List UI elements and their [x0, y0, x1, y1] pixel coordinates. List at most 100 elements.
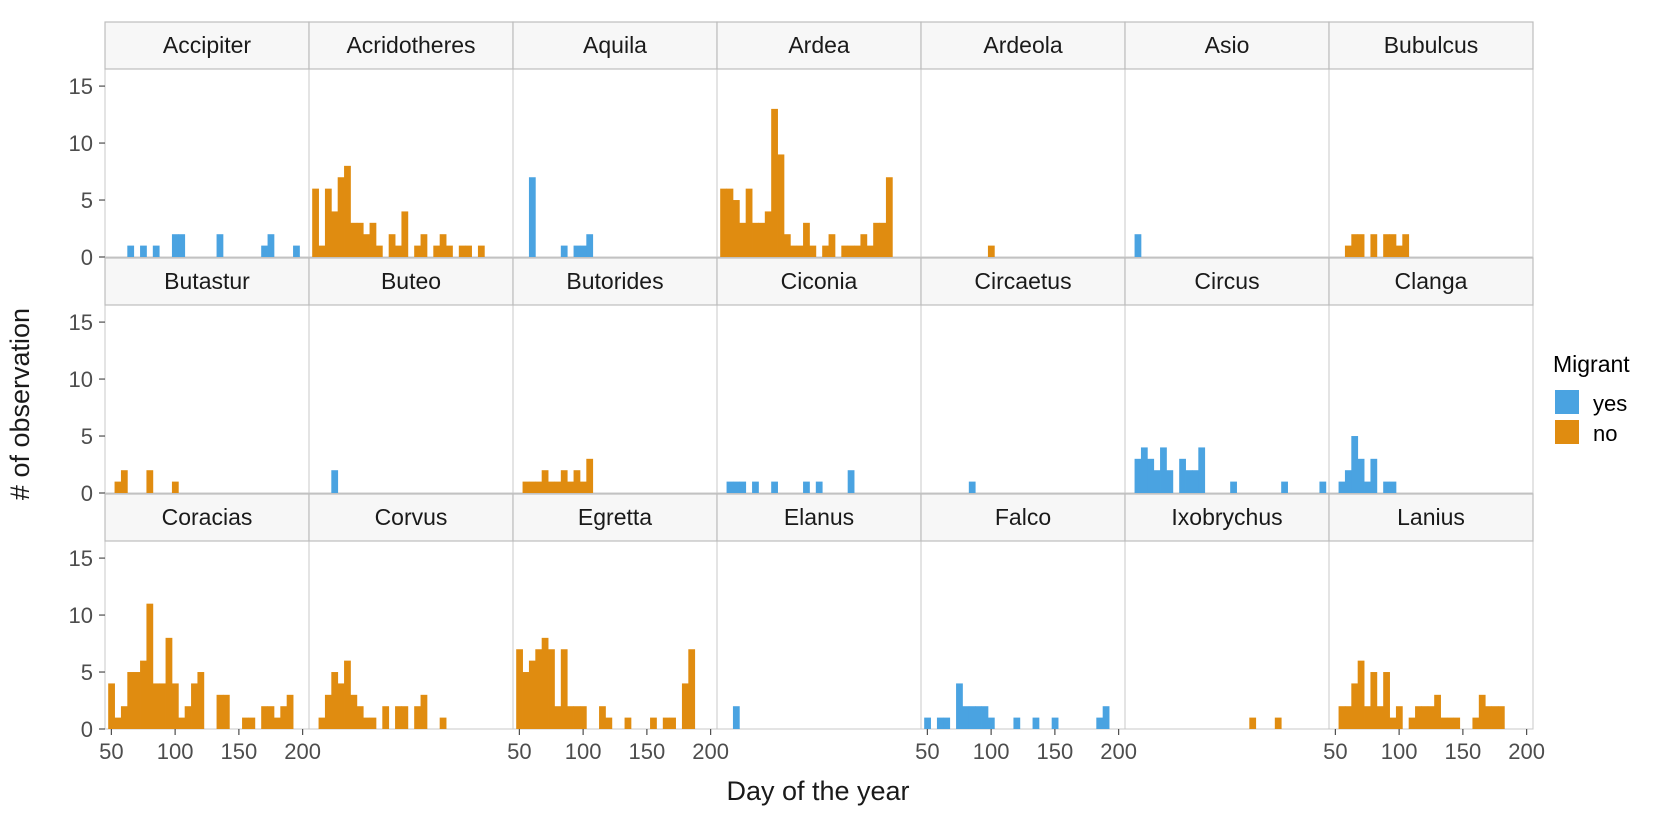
x-tick-label: 200	[1100, 739, 1137, 764]
panel-border	[308, 304, 514, 494]
histogram-bar	[554, 481, 562, 493]
facet-egretta: Egretta	[512, 493, 718, 730]
histogram-bar	[1351, 234, 1359, 257]
facet-butorides: Butorides	[512, 257, 718, 494]
histogram-bar	[337, 177, 345, 257]
facet-ixobrychus: Ixobrychus	[1124, 493, 1330, 730]
panel-border	[920, 304, 1126, 494]
histogram-bar	[732, 200, 740, 257]
facet-strip-label: Lanius	[1397, 504, 1465, 530]
facet-clanga: Clanga	[1328, 257, 1534, 494]
histogram-bar	[968, 706, 976, 729]
histogram-bar	[962, 706, 970, 729]
histogram-bar	[1427, 706, 1435, 729]
facet-strip-label: Egretta	[578, 504, 652, 530]
histogram-bar	[720, 188, 727, 257]
histogram-bar	[847, 470, 855, 493]
facet-ardeola: Ardeola	[920, 21, 1126, 258]
histogram-bar	[1140, 447, 1148, 493]
histogram-bar	[286, 694, 294, 729]
legend-swatch-no	[1555, 420, 1579, 444]
x-tick-label: 100	[157, 739, 194, 764]
histogram-bar	[1344, 470, 1352, 493]
histogram-bar	[152, 683, 160, 729]
histogram-bar	[1434, 694, 1441, 729]
panel-border	[920, 68, 1126, 258]
histogram-bar	[1389, 481, 1397, 493]
histogram-bar	[541, 637, 549, 729]
histogram-bar	[764, 211, 772, 257]
histogram-bar	[1147, 458, 1155, 493]
histogram-bar	[312, 188, 319, 257]
facet-strip-label: Circaetus	[974, 268, 1071, 294]
facet-circaetus: Circaetus	[920, 257, 1126, 494]
histogram-bar	[554, 706, 562, 729]
histogram-bar	[1440, 717, 1448, 729]
legend: Migrant yes no	[1553, 351, 1630, 446]
histogram-bar	[171, 481, 179, 493]
histogram-bar	[516, 649, 523, 729]
facet-strip-label: Circus	[1194, 268, 1259, 294]
histogram-bar	[127, 672, 135, 729]
facet-strip-label: Buteo	[381, 268, 441, 294]
panel-border	[512, 68, 718, 258]
histogram-bar	[120, 470, 128, 493]
histogram-bar	[1230, 481, 1237, 493]
facet-strip	[308, 257, 514, 306]
facet-coracias: Coracias 0 5 10 15	[69, 493, 310, 742]
histogram-bar	[1134, 458, 1142, 493]
histogram-bar	[439, 234, 447, 257]
legend-title: Migrant	[1553, 351, 1630, 377]
histogram-bar	[1198, 447, 1206, 493]
facet-strip	[104, 493, 310, 542]
x-tick-label: 150	[1445, 739, 1482, 764]
x-tick-label: 50	[915, 739, 939, 764]
x-axis-title: Day of the year	[726, 776, 909, 806]
histogram-bar	[783, 234, 791, 257]
histogram-bar	[809, 245, 817, 257]
histogram-bar	[222, 694, 230, 729]
facet-strip-label: Butorides	[566, 268, 663, 294]
x-tick-label: 200	[692, 739, 729, 764]
histogram-bar	[1013, 717, 1021, 729]
histogram-bar	[745, 188, 753, 257]
histogram-bar	[171, 234, 179, 257]
legend-label-yes: yes	[1593, 391, 1627, 416]
histogram-bar	[127, 245, 135, 257]
histogram-bar	[197, 672, 205, 729]
histogram-bar	[1389, 234, 1397, 257]
histogram-bar	[1191, 470, 1199, 493]
y-tick-label: 0	[81, 481, 93, 506]
facet-butastur: Butastur 0 5 10 15	[69, 257, 310, 506]
facet-strip	[716, 257, 922, 306]
y-tick-label: 15	[69, 74, 93, 99]
histogram-bar	[465, 245, 472, 257]
histogram-bar	[548, 649, 555, 729]
histogram-bar	[599, 706, 606, 729]
histogram-bar	[860, 234, 868, 257]
histogram-bar	[548, 481, 555, 493]
histogram-bar	[267, 706, 275, 729]
facet-asio: Asio	[1124, 21, 1330, 258]
histogram-bar	[395, 706, 402, 729]
histogram-bar	[324, 694, 332, 729]
facet-panels: Accipiter 0 5 10 15 Acridotheres Aquila Ardea Ar…	[69, 21, 1545, 764]
histogram-bar	[522, 672, 530, 729]
histogram-bar	[458, 245, 466, 257]
histogram-bar	[726, 188, 734, 257]
facet-strip-label: Bubulcus	[1384, 32, 1479, 58]
histogram-bar	[1415, 706, 1422, 729]
facet-strip	[308, 21, 514, 70]
facet-ardea: Ardea	[716, 21, 922, 258]
panel-border	[512, 304, 718, 494]
histogram-bar	[191, 683, 198, 729]
x-tick-label: 150	[629, 739, 666, 764]
facet-strip	[920, 257, 1126, 306]
facet-strip	[920, 21, 1126, 70]
histogram-bar	[567, 481, 574, 493]
histogram-bar	[739, 481, 747, 493]
histogram-bar	[1338, 706, 1346, 729]
legend-swatch-yes	[1555, 390, 1579, 414]
histogram-bar	[1370, 672, 1378, 729]
panel-border	[1124, 540, 1330, 730]
